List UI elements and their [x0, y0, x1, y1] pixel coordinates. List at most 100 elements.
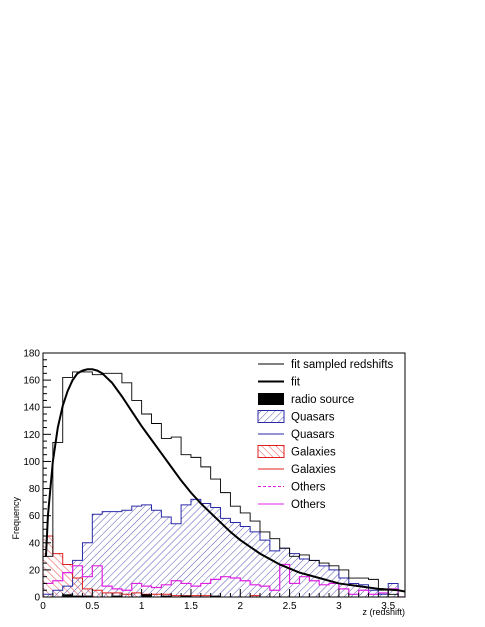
legend-label: Galaxies — [291, 447, 336, 459]
y-tick-label: 80 — [29, 484, 41, 495]
quasars-hatch-bar — [338, 578, 349, 597]
x-tick-label: 0.5 — [85, 601, 99, 612]
legend-entry: Galaxies — [257, 445, 336, 459]
quasars-outline — [43, 498, 405, 597]
quasars-hatch-bar — [260, 540, 270, 597]
legend-swatch — [258, 393, 284, 405]
radio-source-bar — [62, 594, 73, 597]
x-tick-label: 1.5 — [184, 601, 198, 612]
y-tick-label: 0 — [34, 593, 40, 604]
quasars-hatch-bar — [161, 517, 172, 597]
quasars-hatch-bar — [309, 560, 320, 597]
y-tick-label: 100 — [23, 457, 40, 468]
quasars-hatch-bar — [279, 548, 290, 597]
y-tick-label: 180 — [23, 349, 40, 360]
quasars-hatch-bar — [220, 518, 231, 597]
quasars-hatch-bar — [181, 504, 191, 597]
galaxies-hatch-bar — [72, 578, 83, 597]
quasars-hatch-bar — [112, 511, 122, 597]
galaxies-hatch-bar — [131, 592, 142, 597]
galaxies-hatch-bar — [250, 595, 260, 597]
x-tick-label: 2 — [237, 601, 243, 612]
quasars-hatch-bar — [151, 510, 162, 597]
radio-source-bar — [141, 594, 152, 597]
quasars-hatch-bar — [131, 506, 142, 597]
legend: fit sampled redshifts fit radio source Quas… — [257, 359, 394, 511]
galaxies-hatch-bar — [190, 595, 201, 597]
radio-source-bar — [72, 595, 83, 597]
legend-label: radio source — [291, 394, 354, 406]
legend-label: Quasars — [291, 429, 335, 441]
legend-entry: radio source — [258, 393, 354, 406]
quasars-hatch-bar — [210, 507, 221, 597]
legend-label: Galaxies — [291, 464, 336, 476]
x-tick-label: 3.5 — [381, 601, 395, 612]
x-tick-label: 2.5 — [283, 601, 297, 612]
fit-curve — [44, 368, 405, 593]
legend-entry: Galaxies — [258, 464, 336, 476]
axes: 0 0.5 1 1.5 2 2.5 3 3.5 0 20 40 60 80 100 120 140 160 180 — [23, 349, 399, 612]
legend-entry: fit sampled redshifts — [258, 359, 394, 371]
legend-swatch — [257, 410, 285, 423]
quasars-hatch-bar — [102, 511, 113, 597]
legend-entry: Quasars — [258, 429, 335, 441]
quasars-hatch-bar — [141, 504, 152, 597]
quasars-hatch-bar — [269, 550, 280, 597]
others-outline — [43, 563, 405, 597]
quasars-hatch-bar — [240, 526, 251, 597]
quasars-hatch-bar — [358, 584, 369, 597]
galaxies-hatch-bar — [82, 588, 93, 597]
x-tick-label: 1 — [139, 601, 145, 612]
radio-source-bar — [210, 595, 221, 597]
quasars-hatch-bar — [92, 514, 103, 597]
plot-area — [43, 368, 405, 597]
radio-source-bar — [82, 595, 93, 597]
quasars-hatch-bar — [171, 523, 182, 597]
galaxies-hatch-bar — [171, 595, 182, 597]
galaxies-hatch-bar — [62, 564, 73, 597]
y-tick-label: 160 — [23, 376, 40, 387]
legend-label: fit sampled redshifts — [291, 359, 394, 371]
galaxies-hatch-bar — [43, 536, 53, 597]
quasars-hatch-bar — [368, 590, 379, 597]
y-tick-label: 20 — [29, 565, 41, 576]
galaxies-hatch-bar — [52, 553, 63, 597]
radio-source-bar — [112, 595, 122, 597]
quasars-hatch-bar — [82, 542, 93, 597]
legend-label: Others — [291, 499, 326, 511]
galaxies-hatch-bar — [112, 592, 122, 597]
galaxies-hatch-bar — [121, 594, 132, 597]
legend-label: fit — [291, 377, 301, 389]
quasars-hatch-bar — [378, 594, 389, 597]
radio-source-bar — [161, 595, 172, 597]
quasars-hatch-bar — [121, 510, 132, 597]
legend-entry: Quasars — [257, 410, 335, 424]
y-tick-label: 40 — [29, 538, 41, 549]
x-tick-label: 3 — [336, 601, 342, 612]
legend-label: Others — [291, 482, 326, 494]
legend-label: Quasars — [291, 412, 335, 424]
y-axis-title: Frequency — [11, 497, 21, 540]
x-tick-label: 0 — [40, 601, 46, 612]
legend-swatch — [257, 445, 285, 458]
quasars-hatch-bar — [289, 553, 300, 597]
y-tick-label: 140 — [23, 403, 40, 414]
quasars-hatch-bar — [190, 499, 201, 597]
quasars-hatch-bar — [230, 522, 241, 597]
x-axis-title: z (redshift) — [362, 607, 405, 617]
galaxies-hatch-bar — [200, 595, 211, 597]
y-tick-label: 120 — [23, 430, 40, 441]
quasars-hatch-bar — [319, 565, 330, 597]
legend-entry: Others — [258, 482, 326, 494]
legend-entry: Others — [258, 499, 326, 511]
legend-entry: fit — [258, 377, 301, 389]
quasars-hatch-bar — [250, 531, 260, 597]
galaxies-hatch-bar — [151, 594, 162, 597]
y-tick-label: 60 — [29, 511, 41, 522]
galaxies-hatch-bar — [92, 590, 103, 597]
radio-source-bar — [181, 595, 191, 597]
quasars-hatch-bar — [348, 583, 359, 597]
galaxies-hatch-bar — [102, 592, 113, 597]
quasars-hatch-bar — [299, 559, 310, 597]
